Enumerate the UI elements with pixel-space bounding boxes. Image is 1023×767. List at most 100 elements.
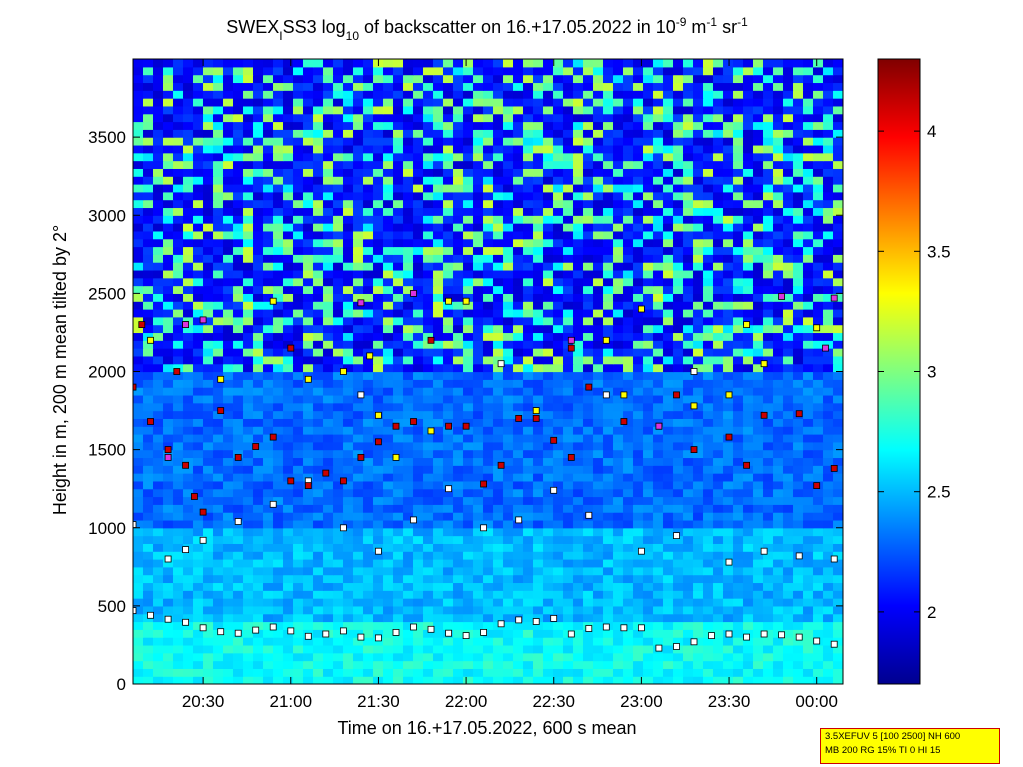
- heat-cell: [243, 168, 254, 177]
- heat-cell: [693, 590, 704, 599]
- heat-cell: [253, 637, 264, 646]
- heat-cell: [143, 348, 154, 357]
- heat-cell: [513, 152, 524, 162]
- heat-cell: [383, 324, 394, 334]
- heat-cell: [313, 277, 324, 287]
- heat-cell: [563, 223, 574, 232]
- heat-cell: [323, 574, 334, 584]
- heat-cell: [403, 434, 414, 443]
- heat-cell: [533, 605, 544, 615]
- heat-cell: [573, 668, 584, 677]
- heat-cell: [133, 512, 144, 521]
- heat-cell: [243, 676, 254, 684]
- heat-cell: [483, 394, 494, 404]
- heat-cell: [623, 465, 634, 474]
- heat-cell: [243, 262, 254, 271]
- heat-cell: [393, 402, 404, 412]
- heat-cell: [173, 637, 184, 646]
- heat-cell: [673, 441, 684, 451]
- heat-cell: [293, 566, 304, 576]
- heat-cell: [633, 324, 644, 334]
- heat-cell: [753, 160, 764, 169]
- heat-cell: [623, 160, 634, 169]
- heat-cell: [433, 418, 444, 427]
- heat-cell: [643, 566, 654, 576]
- heat-cell: [533, 512, 544, 521]
- heat-cell: [433, 309, 444, 318]
- heat-cell: [383, 660, 394, 669]
- heat-cell: [803, 551, 814, 560]
- heat-cell: [593, 230, 604, 240]
- heat-cell: [223, 488, 234, 498]
- heat-cell: [803, 176, 814, 185]
- heat-cell: [373, 504, 384, 513]
- heat-cell: [293, 590, 304, 599]
- heat-cell: [153, 379, 164, 388]
- heat-cell: [653, 660, 664, 669]
- heat-cell: [833, 613, 843, 623]
- heat-cell: [733, 527, 744, 537]
- heat-cell: [673, 660, 684, 669]
- heat-cell: [183, 176, 194, 185]
- heat-cell: [213, 293, 224, 302]
- heat-cell: [723, 394, 734, 404]
- heat-cell: [533, 176, 544, 185]
- heat-cell: [543, 191, 554, 201]
- heat-cell: [543, 496, 554, 505]
- heat-cell: [723, 137, 734, 146]
- heat-cell: [433, 559, 444, 568]
- heat-cell: [543, 488, 554, 498]
- heat-cell: [763, 644, 774, 654]
- heat-cell: [793, 223, 804, 232]
- heat-cell: [553, 676, 564, 684]
- heat-cell: [303, 668, 314, 677]
- heat-cell: [733, 152, 744, 162]
- heat-cell: [163, 176, 174, 185]
- heat-cell: [543, 621, 554, 630]
- heat-cell: [213, 582, 224, 591]
- heat-cell: [353, 332, 364, 341]
- heat-cell: [293, 277, 304, 287]
- heat-cell: [693, 184, 704, 193]
- heat-cell: [443, 262, 454, 271]
- heat-cell: [303, 207, 314, 216]
- heat-cell: [133, 426, 144, 435]
- heat-cell: [733, 137, 744, 146]
- heat-cell: [243, 574, 254, 584]
- heat-cell: [663, 230, 674, 240]
- heat-cell: [533, 309, 544, 318]
- heat-cell: [303, 324, 314, 334]
- heat-cell: [633, 394, 644, 404]
- heat-cell: [643, 676, 654, 684]
- heat-cell: [503, 215, 514, 224]
- heat-cell: [423, 340, 434, 349]
- heat-cell: [193, 426, 204, 435]
- heat-cell: [813, 676, 824, 684]
- heat-cell: [303, 613, 314, 623]
- heat-cell: [273, 160, 284, 169]
- heat-cell: [763, 457, 774, 466]
- heat-cell: [593, 363, 604, 373]
- heat-cell: [243, 527, 254, 537]
- heat-cell: [363, 176, 374, 185]
- heat-cell: [813, 277, 824, 287]
- heat-cell: [663, 137, 674, 146]
- heat-cell: [333, 504, 344, 513]
- heat-cell: [673, 301, 684, 310]
- heat-cell: [143, 449, 154, 459]
- heat-cell: [813, 223, 824, 232]
- heat-cell: [143, 394, 154, 404]
- heat-cell: [703, 676, 714, 684]
- heat-cell: [563, 637, 574, 646]
- heat-cell: [483, 504, 494, 513]
- heat-cell: [153, 394, 164, 404]
- heat-cell: [343, 519, 354, 529]
- heat-cell: [423, 394, 434, 404]
- heat-cell: [183, 277, 194, 287]
- heat-cell: [563, 504, 574, 513]
- heat-cell: [593, 496, 604, 505]
- heat-cell: [643, 285, 654, 294]
- heat-cell: [423, 246, 434, 255]
- heat-cell: [803, 519, 814, 529]
- heat-cell: [593, 629, 604, 638]
